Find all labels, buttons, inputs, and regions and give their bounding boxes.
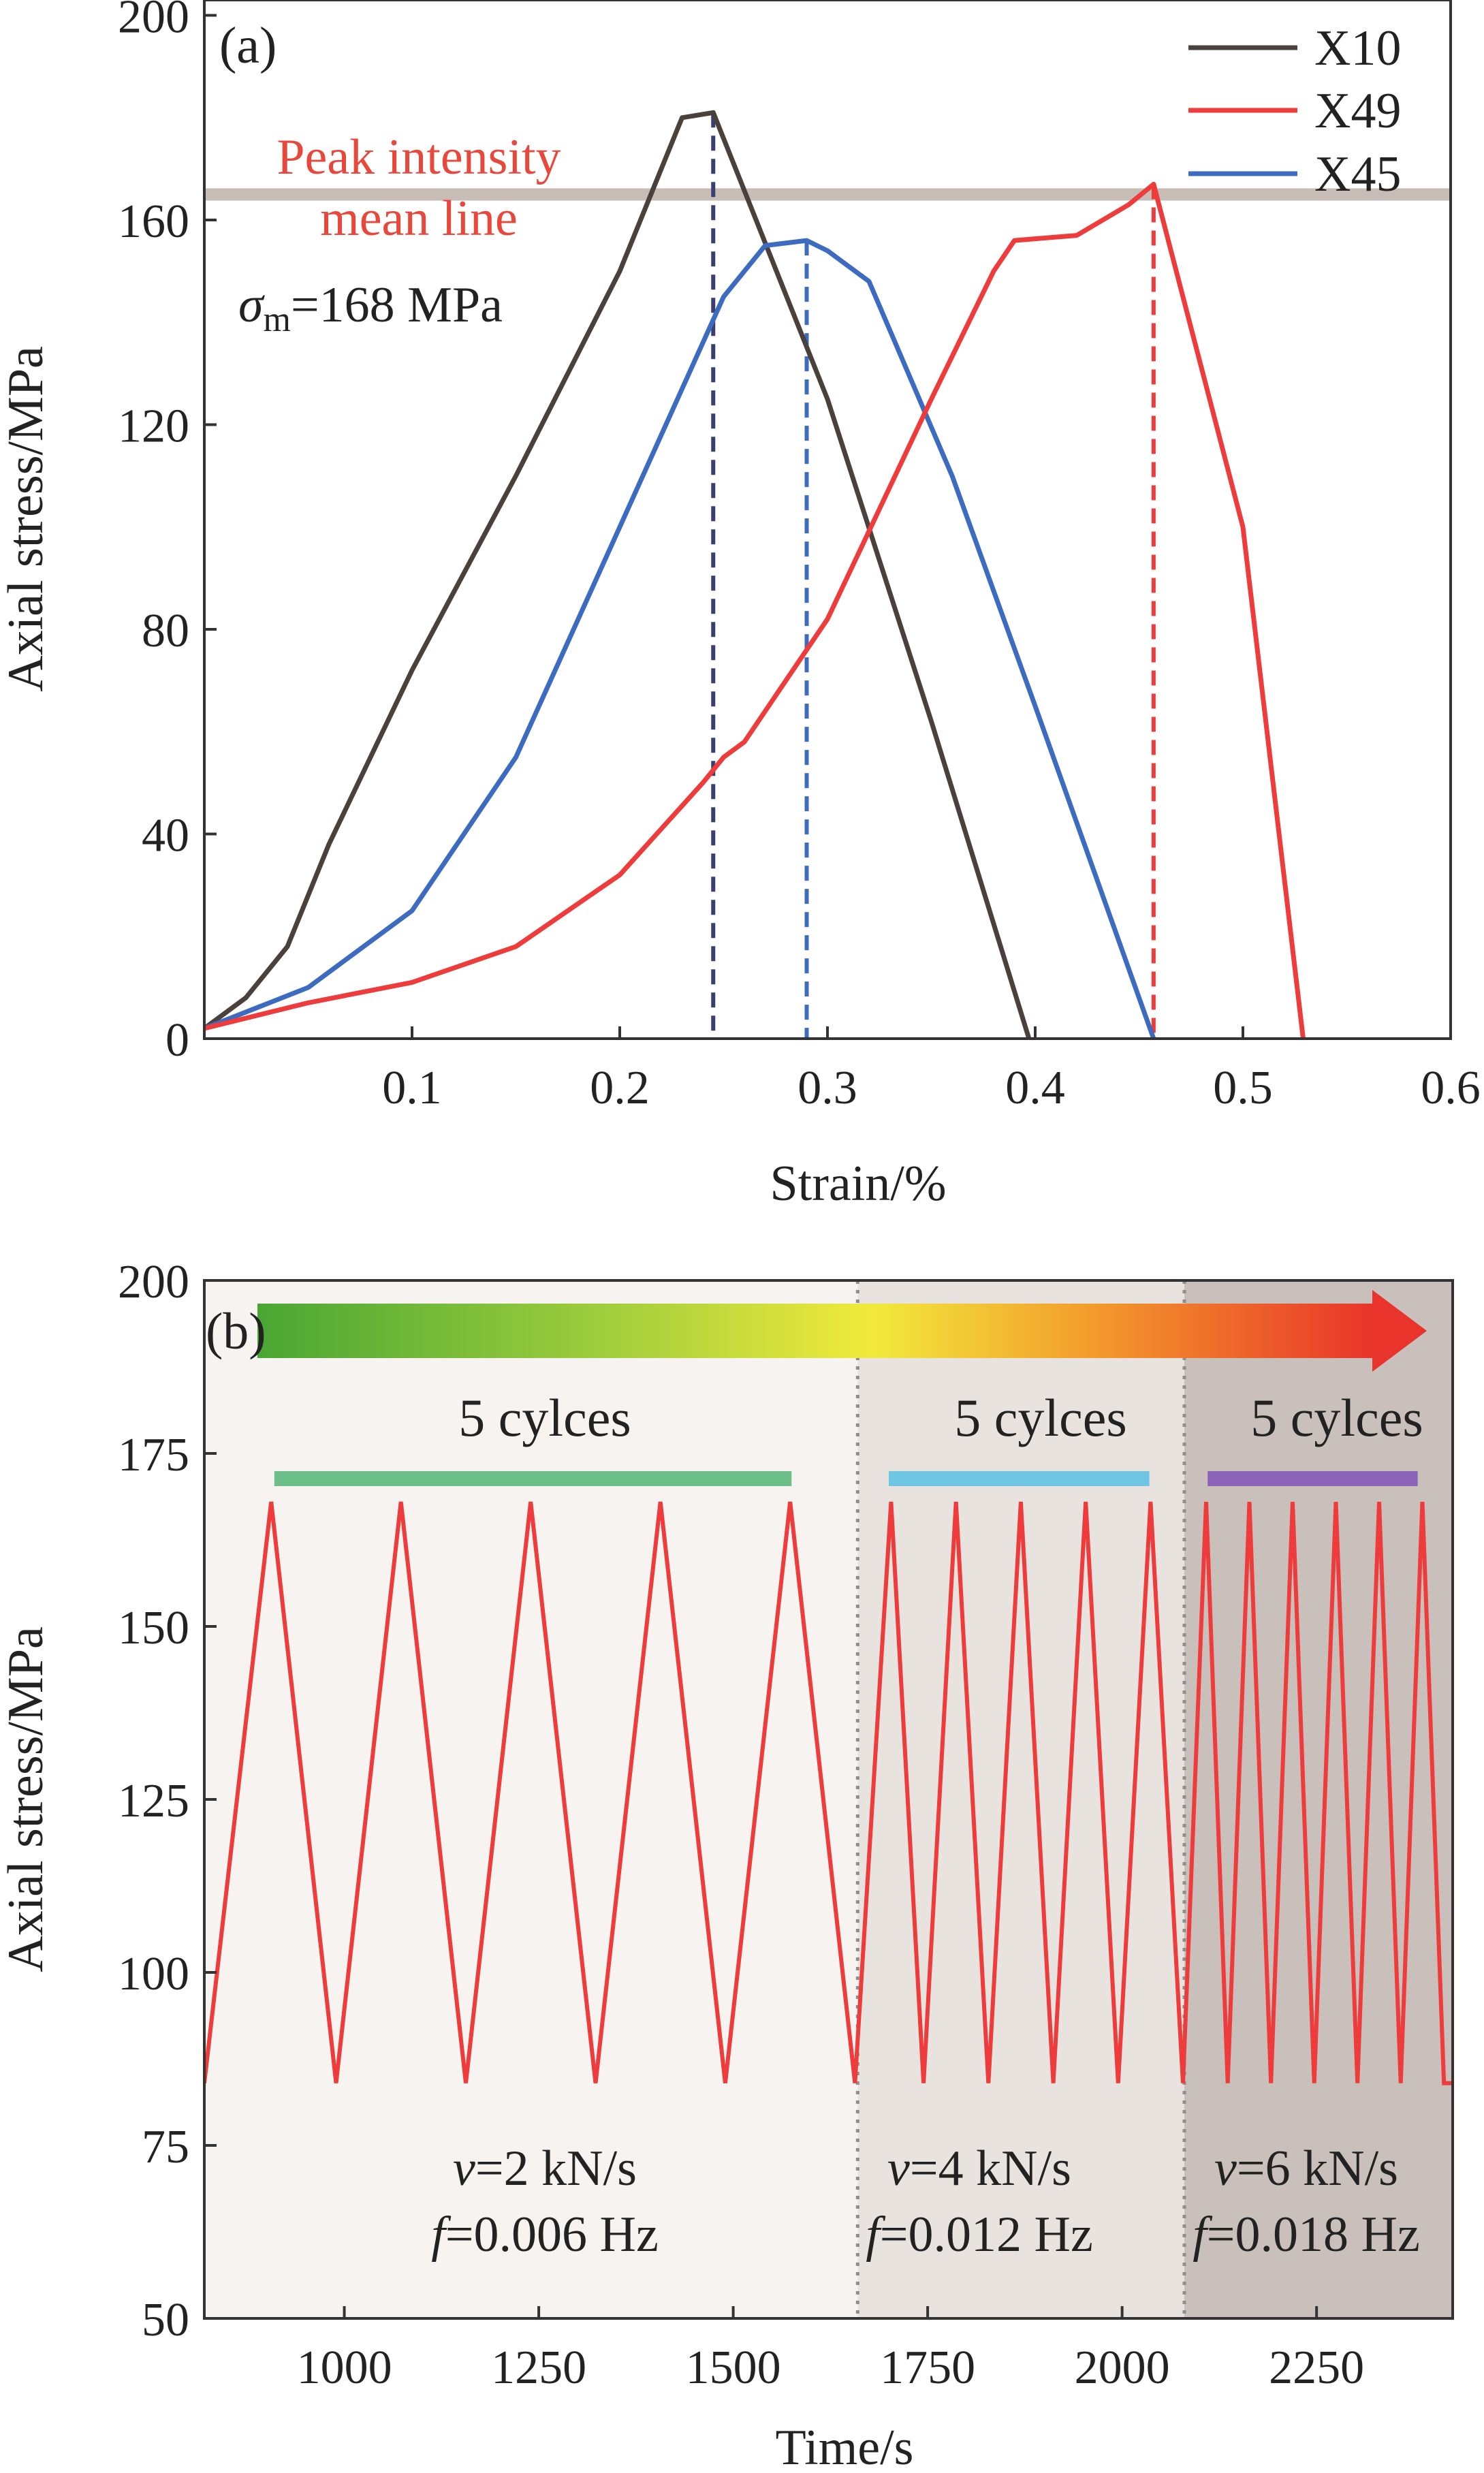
stage-3-speed-value: =6 kN/s bbox=[1237, 2141, 1398, 2196]
panel-b-background bbox=[204, 1280, 1453, 2318]
stage-3-cycles-bar bbox=[1207, 1471, 1418, 1486]
panel-b-xtick-label: 1750 bbox=[880, 2342, 975, 2394]
stage-2-frequency: f=0.012 Hz bbox=[866, 2207, 1093, 2263]
stage-3-region bbox=[1184, 1280, 1453, 2318]
panel-b-ticks: 1000 1250 1500 1750 2000 2250 50 75 100 125 150 175… bbox=[118, 1256, 1364, 2394]
annotation-mean-line: mean line bbox=[320, 191, 518, 247]
stage-1-frequency: f=0.006 Hz bbox=[431, 2207, 659, 2263]
stage-2-frequency-value: =0.012 Hz bbox=[880, 2207, 1093, 2263]
stage-2-region bbox=[857, 1280, 1184, 2318]
panel-b-xtick-label: 1500 bbox=[686, 2342, 781, 2394]
panel-a-xtick-label: 0.6 bbox=[1421, 1062, 1481, 1114]
panel-a-ylabel: Axial stress/MPa bbox=[0, 346, 54, 692]
stage-2-cycles-bar bbox=[889, 1471, 1150, 1486]
panel-a-xtick-label: 0.3 bbox=[798, 1062, 857, 1114]
stage-2-speed-symbol: v bbox=[887, 2141, 910, 2196]
panel-a-xtick-label: 0.5 bbox=[1213, 1062, 1273, 1114]
stage-3-frequency-value: =0.018 Hz bbox=[1207, 2207, 1420, 2263]
stage-1-speed-symbol: v bbox=[453, 2141, 475, 2196]
legend: X10 X49 X45 bbox=[1188, 20, 1401, 202]
panel-b-xtick-label: 2000 bbox=[1075, 2342, 1170, 2394]
panel-a-ytick-label: 0 bbox=[165, 1014, 189, 1067]
loading-rate-arrow bbox=[257, 1290, 1427, 1372]
panel-b-ytick-label: 200 bbox=[118, 1256, 189, 1308]
sigma-symbol: σ bbox=[238, 277, 265, 333]
stage-1-speed: v=2 kN/s bbox=[453, 2141, 637, 2196]
panel-a: 0.1 0.2 0.3 0.4 0.5 0.6 0 40 80 120 160 200 (a) X10… bbox=[0, 0, 1481, 1212]
panel-a-ticks: 0.1 0.2 0.3 0.4 0.5 0.6 0 40 80 120 160 200 bbox=[118, 0, 1481, 1114]
panel-b-ytick-label: 75 bbox=[142, 2121, 189, 2173]
panel-b-ylabel: Axial stress/MPa bbox=[0, 1626, 54, 1972]
panel-a-ytick-label: 160 bbox=[118, 195, 189, 248]
panel-b-xtick-label: 2250 bbox=[1269, 2342, 1364, 2394]
panel-b: 1000 1250 1500 1750 2000 2250 50 75 100 125 150 175… bbox=[0, 1256, 1454, 2473]
arrow-head bbox=[1372, 1290, 1427, 1372]
panel-a-xtick-label: 0.4 bbox=[1005, 1062, 1065, 1114]
stage-1-cycles-bar bbox=[274, 1471, 792, 1486]
panel-a-ytick-label: 120 bbox=[118, 400, 189, 453]
panel-b-label: (b) bbox=[206, 1303, 266, 1360]
panel-a-ytick-label: 40 bbox=[142, 810, 189, 862]
stage-1-frequency-value: =0.006 Hz bbox=[445, 2207, 659, 2263]
stage-3-frequency: f=0.018 Hz bbox=[1193, 2207, 1420, 2263]
panel-b-xtick-label: 1250 bbox=[491, 2342, 586, 2394]
arrow-body bbox=[257, 1304, 1374, 1358]
panel-b-xtick-label: 1000 bbox=[297, 2342, 392, 2394]
stage-2-speed: v=4 kN/s bbox=[887, 2141, 1071, 2196]
stage-3-speed-symbol: v bbox=[1214, 2141, 1237, 2196]
stage-3-speed: v=6 kN/s bbox=[1214, 2141, 1398, 2196]
sigma-value: =168 MPa bbox=[291, 277, 503, 333]
stage-1-speed-value: =2 kN/s bbox=[475, 2141, 637, 2196]
legend-label-x49: X49 bbox=[1314, 83, 1401, 139]
panel-b-ytick-label: 50 bbox=[142, 2294, 189, 2346]
series-line-x49 bbox=[204, 181, 1306, 1039]
panel-a-plot-area bbox=[204, 110, 1451, 1039]
cyclic-load-waveform bbox=[204, 1501, 1453, 2085]
sigma-subscript: m bbox=[264, 300, 291, 339]
stage-2-speed-value: =4 kN/s bbox=[910, 2141, 1071, 2196]
panel-a-xtick-label: 0.1 bbox=[382, 1062, 442, 1114]
panel-b-ytick-label: 125 bbox=[118, 1775, 189, 1827]
stage-3-cycles-label: 5 cylces bbox=[1250, 1388, 1423, 1447]
annotation-peak-intensity: Peak intensity bbox=[277, 129, 561, 185]
series-line-x10 bbox=[204, 110, 1032, 1039]
panel-a-ytick-label: 80 bbox=[142, 605, 189, 657]
stage-1-cycles-label: 5 cylces bbox=[458, 1388, 631, 1447]
panel-b-xlabel: Time/s bbox=[776, 2420, 914, 2473]
series-line-x45 bbox=[204, 238, 1156, 1039]
panel-a-xtick-label: 0.2 bbox=[590, 1062, 650, 1114]
panel-b-plot-area bbox=[204, 1501, 1453, 2085]
panel-b-ytick-label: 100 bbox=[118, 1948, 189, 2000]
panel-b-ytick-label: 175 bbox=[118, 1429, 189, 1481]
stage-2-cycles-label: 5 cylces bbox=[954, 1388, 1126, 1447]
legend-label-x45: X45 bbox=[1314, 146, 1401, 202]
mean-line-annotation: Peak intensity mean line σm=168 MPa bbox=[238, 129, 561, 339]
panel-a-ytick-label: 200 bbox=[118, 0, 189, 44]
panel-a-xlabel: Strain/% bbox=[770, 1156, 947, 1212]
panel-b-ytick-label: 150 bbox=[118, 1602, 189, 1654]
stage-1-region bbox=[204, 1280, 858, 2318]
panel-a-label: (a) bbox=[219, 17, 277, 74]
legend-label-x10: X10 bbox=[1314, 20, 1401, 76]
annotation-sigma: σm=168 MPa bbox=[238, 277, 503, 339]
